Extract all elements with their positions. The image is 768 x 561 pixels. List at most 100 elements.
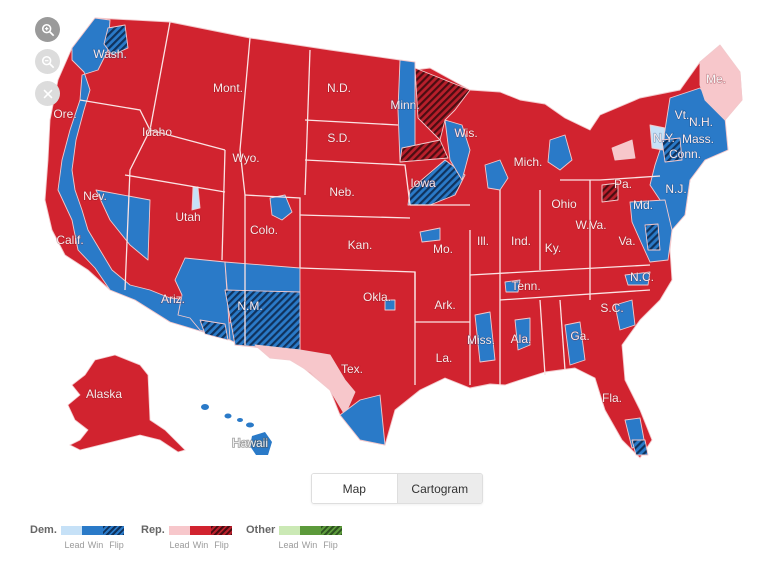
legend-other-win-label: Win [301, 540, 318, 550]
region-illinois-dem [484, 159, 509, 191]
state-label: Ind. [511, 234, 531, 248]
district-pa-rep-flip [601, 182, 619, 203]
region-west [44, 17, 743, 459]
state-label: Kan. [348, 238, 373, 252]
state-label: Ky. [545, 241, 561, 255]
state-label: S.C. [600, 301, 623, 315]
swatch-dem-flip [102, 525, 124, 535]
legend-dem-lead-label: Lead [64, 540, 85, 550]
state-label: Mo. [433, 242, 453, 256]
state-label: Utah [175, 210, 200, 224]
state-label: Mont. [213, 81, 243, 95]
state-label: Okla. [363, 290, 391, 304]
state-label: Ga. [570, 329, 589, 343]
swatch-rep-win [189, 525, 211, 535]
state-label: Nev. [83, 189, 107, 203]
swatch-other-flip [321, 525, 343, 535]
legend-dem: Dem. Lead Win Flip [30, 524, 127, 550]
legend-title-rep: Rep. [141, 524, 165, 536]
reset-zoom-button[interactable] [35, 81, 60, 106]
state-label: Va. [618, 234, 635, 248]
state-label: N.D. [327, 81, 351, 95]
region-okla-dem [384, 299, 396, 311]
region-nevada-dem [95, 189, 151, 261]
district-fla-flip [631, 439, 649, 456]
legend-other-lead-label: Lead [278, 540, 299, 550]
region-maine-lead [699, 44, 743, 121]
legend-other: Other Lead Win Flip [246, 524, 343, 550]
election-map[interactable]: Wash. Ore. Calif. Nev. Idaho Mont. Wyo. Utah Col… [0, 0, 768, 470]
region-tenn-dem [504, 279, 521, 293]
state-label: Neb. [329, 185, 354, 199]
close-icon [43, 89, 52, 98]
state-label: Colo. [250, 223, 278, 237]
legend-rep-win-label: Win [192, 540, 209, 550]
state-label: Mass. [682, 132, 714, 146]
legend-rep-flip-label: Flip [214, 540, 229, 550]
alaska[interactable] [67, 354, 186, 453]
state-label: Alaska [86, 387, 122, 401]
state-label: Ore. [53, 107, 76, 121]
view-toggle: Map Cartogram [311, 473, 483, 504]
swatch-other-lead [279, 525, 301, 535]
region-nc-dem [624, 271, 651, 286]
district-az-flip [199, 319, 229, 341]
region-texas-south-dem [339, 394, 386, 446]
state-label: Ill. [477, 234, 489, 248]
state-label: Ark. [434, 298, 455, 312]
legend-rep-lead-label: Lead [169, 540, 190, 550]
zoom-in-icon [41, 23, 54, 36]
swatch-rep-lead [168, 525, 190, 535]
us-house-district-map[interactable]: Wash. Ore. Calif. Nev. Idaho Mont. Wyo. Utah Col… [0, 0, 768, 470]
cartogram-view-button[interactable]: Cartogram [396, 474, 482, 503]
region-alabama-dem [514, 317, 531, 351]
state-label: Iowa [410, 176, 436, 190]
map-view-button[interactable]: Map [312, 474, 397, 503]
state-label: Ohio [551, 197, 577, 211]
state-label: Wis. [454, 126, 477, 140]
state-label: Calif. [56, 233, 83, 247]
swatch-other-win [300, 525, 322, 535]
region-mo-dem [419, 227, 441, 243]
region-colorado-dem [269, 194, 293, 221]
region-mississippi-dem [474, 311, 496, 363]
state-label: Ariz. [161, 292, 185, 306]
state-label: N.Y. [653, 131, 675, 145]
state-label: Md. [633, 198, 653, 212]
state-label: Wyo. [232, 151, 259, 165]
region-michigan-dem [547, 134, 573, 171]
district-va-flip [644, 223, 661, 251]
state-label: Mich. [514, 155, 543, 169]
state-label: Pa. [614, 177, 632, 191]
state-label: W.Va. [575, 218, 606, 232]
state-label: Conn. [669, 147, 701, 161]
zoom-controls [35, 17, 60, 106]
legend-rep: Rep. Lead Win Flip [141, 524, 232, 550]
hawaii[interactable] [201, 404, 272, 455]
state-label: Tenn. [511, 279, 540, 293]
state-borders [79, 21, 661, 385]
state-label: Miss. [467, 333, 495, 347]
region-georgia-dem [564, 321, 586, 366]
state-label: Me. [706, 72, 726, 86]
state-label: La. [436, 351, 453, 365]
legend: Dem. Lead Win Flip Rep. Lead Win Flip Ot… [30, 524, 343, 550]
legend-dem-flip-label: Flip [109, 540, 124, 550]
zoom-in-button[interactable] [35, 17, 60, 42]
district-wash-flip [103, 24, 129, 56]
state-label: N.C. [630, 270, 654, 284]
swatch-rep-flip [210, 525, 232, 535]
state-label: Wash. [93, 47, 127, 61]
district-ny-rep-lead [611, 139, 636, 161]
swatch-dem-win [81, 525, 103, 535]
district-minn-flip-north [414, 67, 471, 141]
legend-other-flip-label: Flip [323, 540, 338, 550]
region-wisconsin-dem [444, 119, 471, 181]
zoom-out-icon [41, 55, 54, 68]
state-label: Minn. [390, 98, 419, 112]
legend-title-other: Other [246, 524, 276, 536]
district-ny-flip [661, 137, 683, 163]
state-label: Idaho [142, 125, 172, 139]
state-label: Ala. [511, 332, 532, 346]
zoom-out-button[interactable] [35, 49, 60, 74]
